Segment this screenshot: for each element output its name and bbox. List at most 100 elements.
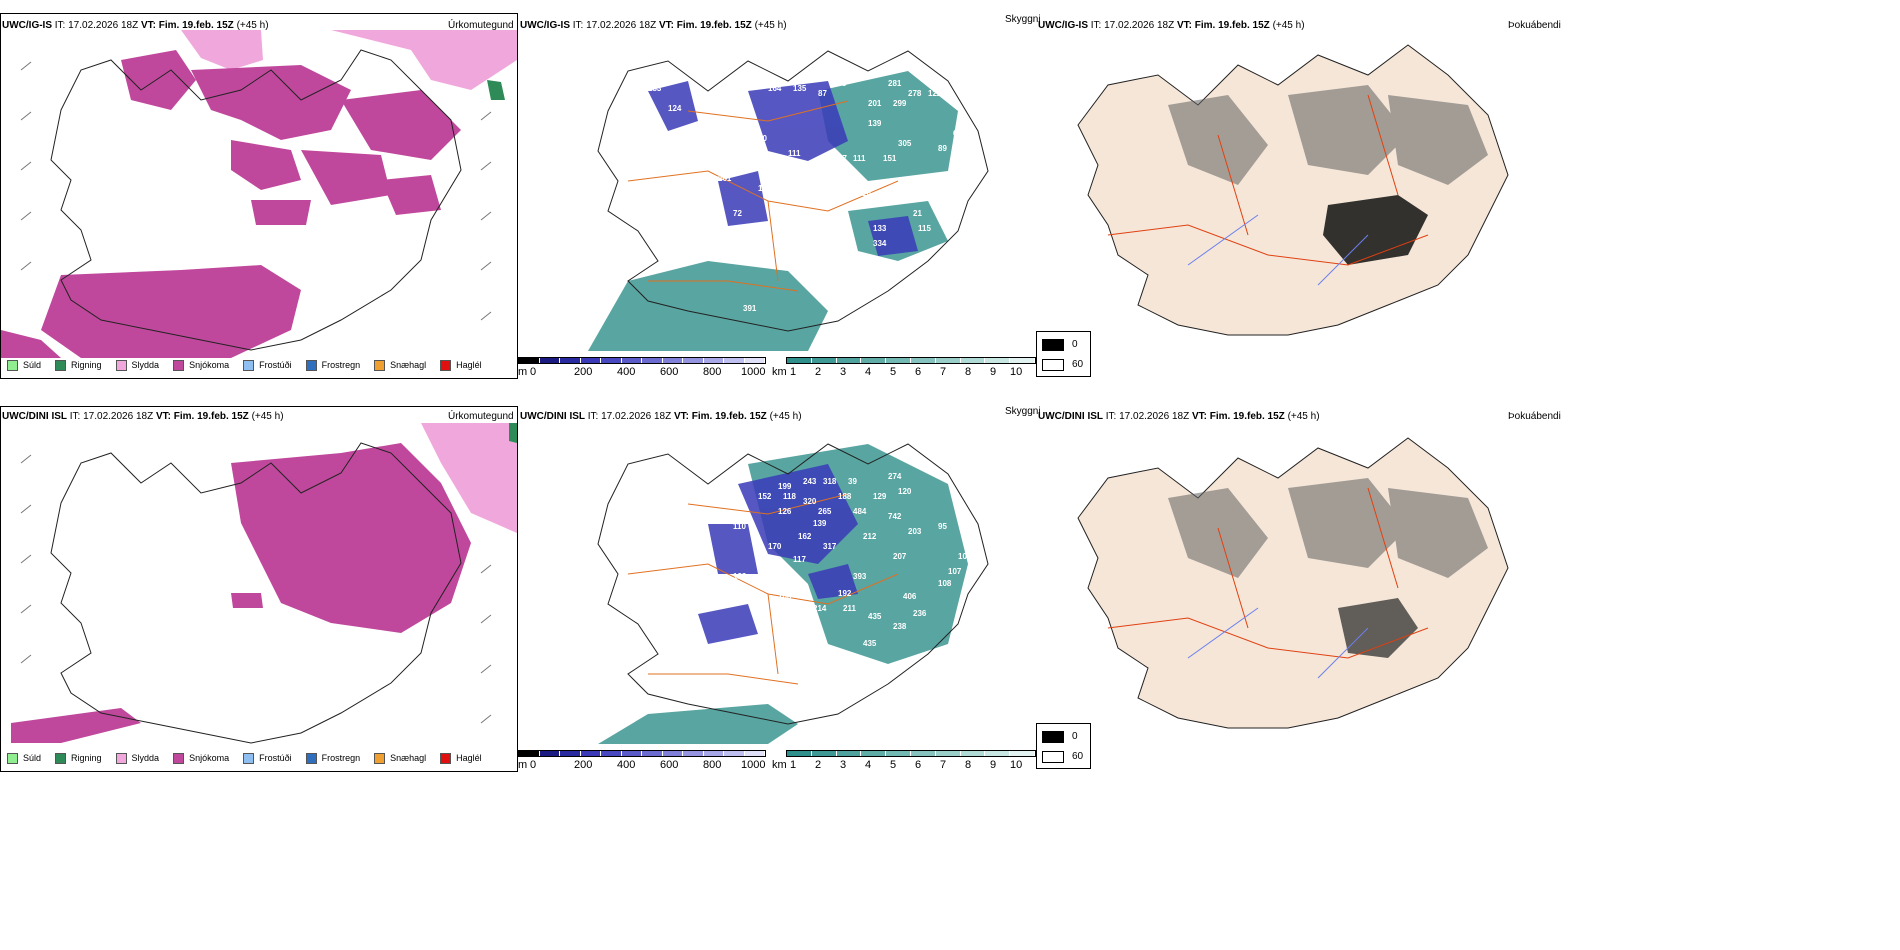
cloudbase-label: 89	[958, 512, 967, 521]
colorbar-tick: 1000	[741, 759, 766, 771]
colorbar-tick: 1	[790, 759, 797, 771]
land-area	[1077, 437, 1509, 729]
cloudbase-label: 142	[813, 169, 827, 178]
cloudbase-label: 106	[778, 592, 792, 601]
fog-shading	[1168, 478, 1488, 578]
fog-legend-igis: 0 60	[1036, 331, 1091, 377]
legend-swatch	[55, 752, 67, 764]
roads	[1107, 487, 1429, 659]
lead-time: (+45 h)	[251, 411, 284, 422]
panel-precip-type-igis: Súld Rigning Slydda Snjókoma Frostúði Fr…	[0, 13, 518, 379]
sleet-areas	[421, 423, 517, 533]
roads	[627, 493, 899, 685]
panel-fog-igis	[1038, 13, 1558, 379]
rivers	[1187, 607, 1369, 679]
lead-time: (+45 h)	[769, 411, 802, 422]
cloudbase-fields	[648, 81, 918, 256]
legend-label: Súld	[23, 753, 42, 763]
cloudbase-label: 318	[823, 477, 837, 486]
legend-label: Súld	[23, 360, 42, 370]
panel-header: UWC/IG-IS IT: 17.02.2026 18Z VT: Fim. 19…	[2, 20, 269, 31]
legend-item: Snæhagl	[374, 359, 426, 371]
cloudbase-label: 334	[873, 239, 887, 248]
cloudbase-label: 129	[873, 492, 887, 501]
panel-title: Þokuábendi	[1508, 20, 1561, 31]
cloudbase-label: 183	[648, 84, 662, 93]
colorbar-tick: 3	[840, 366, 847, 378]
legend-label: Slydda	[131, 360, 160, 370]
cloudbase-label: 132	[733, 572, 747, 581]
colorbar-tick: 800	[703, 759, 722, 771]
legend-item: Slydda	[115, 752, 159, 764]
cloudbase-label: 77	[838, 154, 847, 163]
visibility-map-svg: 199 243 318 39 274 152 118 320 188 129 1…	[597, 443, 989, 744]
cloudbase-label: 156	[808, 159, 822, 168]
colorbar-tick: 4	[865, 759, 872, 771]
cloudbase-label: 124	[668, 104, 682, 113]
fog-map-svg	[1077, 44, 1509, 336]
colorbar-tick: 10	[1010, 759, 1023, 771]
cloudbase-colorbar: m 0 200 400 600 800 1000	[518, 357, 768, 379]
fog-map-svg	[1077, 437, 1509, 729]
cloudbase-label: 80	[758, 134, 767, 143]
it-value: 17.02.2026 18Z	[1104, 20, 1175, 31]
cloudbase-label: 122	[928, 89, 942, 98]
wind-barbs	[20, 61, 492, 321]
panel-title: Skyggni	[1005, 14, 1041, 25]
visibility-map-igis: 183 124 276 164 135 87 235 281 278 122 2…	[568, 31, 1008, 351]
legend-swatch	[305, 359, 317, 371]
precip-map-igis	[1, 30, 517, 358]
it-label: IT:	[1090, 20, 1102, 31]
it-label: IT:	[54, 20, 66, 31]
cloudbase-label: 151	[883, 154, 897, 163]
snow-areas	[11, 443, 471, 743]
cloudbase-label: 274	[888, 472, 902, 481]
cloudbase-label: 135	[793, 84, 807, 93]
it-value: 17.02.2026 18Z	[68, 20, 139, 31]
fog-swatch	[1042, 359, 1064, 371]
panel-title: Skyggni	[1005, 406, 1041, 417]
fog-label: 60	[1072, 751, 1084, 762]
panel-header: UWC/DINI ISL IT: 17.02.2026 18Z VT: Fim.…	[1038, 411, 1320, 422]
colorbar-tick: 9	[990, 366, 997, 378]
legend-label: Rigning	[71, 753, 102, 763]
panel-title: Úrkomutegund	[448, 20, 514, 31]
cloudbase-label: 276	[718, 104, 732, 113]
colorbar-tick: 1	[790, 366, 797, 378]
rain-patch	[509, 423, 517, 443]
legend-item: Frostúði	[243, 752, 292, 764]
panel-title: Þokuábendi	[1508, 411, 1561, 422]
colorbar-tick: 7	[940, 366, 947, 378]
cloudbase-label: 192	[838, 589, 852, 598]
panel-visibility-igis: 183 124 276 164 135 87 235 281 278 122 2…	[518, 13, 1038, 379]
legend-swatch	[243, 752, 255, 764]
fog-shading	[1168, 85, 1488, 185]
legend-swatch	[115, 752, 127, 764]
panel-visibility-dini: 199 243 318 39 274 152 118 320 188 129 1…	[518, 406, 1038, 772]
vt-label: VT:	[155, 411, 171, 422]
colorbar-tick: 600	[660, 366, 679, 378]
cloudbase-label: 317	[823, 542, 837, 551]
colorbar-cells	[786, 750, 1036, 757]
cloudbase-label: 87	[818, 89, 827, 98]
cloudbase-label: 74	[703, 594, 712, 603]
cloudbase-label: 281	[888, 79, 902, 88]
legend-label: Frostregn	[321, 753, 361, 763]
cloudbase-label: 135	[758, 184, 772, 193]
colorbar-tick: 8	[965, 366, 972, 378]
legend-item: Rigning	[55, 359, 102, 371]
legend-item: Súld	[7, 359, 42, 371]
it-label: IT:	[69, 411, 81, 422]
cloudbase-label: 91	[688, 612, 697, 621]
visibility-colorbar: km 1 2 3 4 5 6 7 8 9 10	[772, 750, 1036, 772]
cloudbase-label: 66	[953, 129, 962, 138]
colorbar-tick: 200	[574, 366, 593, 378]
rivers	[1187, 214, 1369, 286]
panel-header: UWC/DINI ISL IT: 17.02.2026 18Z VT: Fim.…	[520, 411, 802, 422]
legend-swatch	[440, 752, 452, 764]
model-name: UWC/DINI ISL	[2, 411, 67, 422]
cloudbase-label: 126	[778, 507, 792, 516]
fog-map-igis	[1068, 35, 1538, 355]
cloudbase-fields	[698, 464, 858, 644]
coastline	[50, 442, 462, 744]
